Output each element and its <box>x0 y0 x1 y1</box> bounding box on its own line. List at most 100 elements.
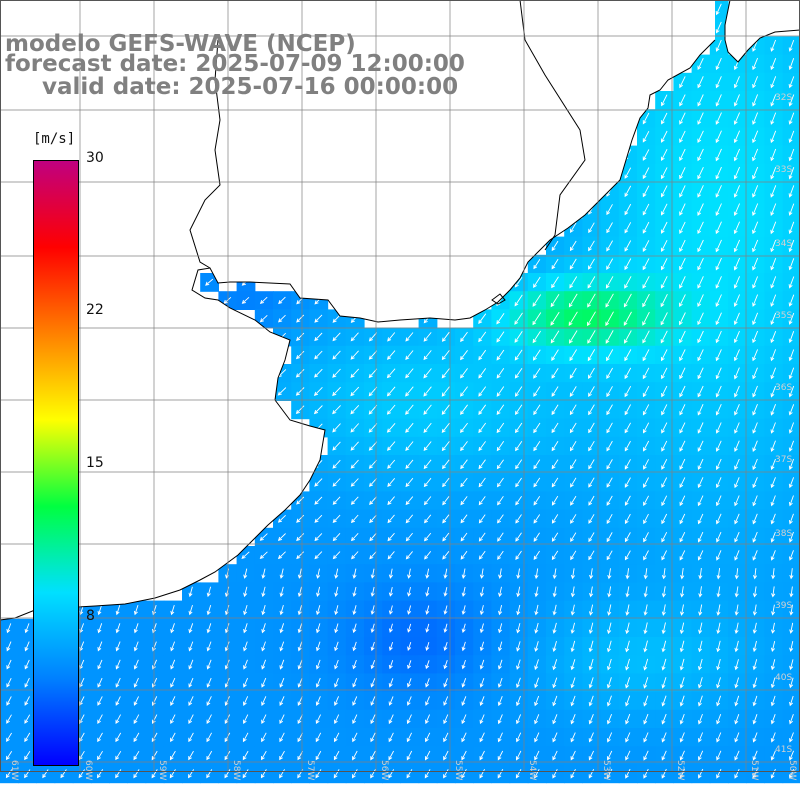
wind-arrow <box>570 714 576 725</box>
wind-arrow <box>442 532 450 542</box>
wind-arrow <box>170 696 176 706</box>
wind-arrow <box>715 477 722 489</box>
wind-arrow <box>461 586 466 597</box>
wind-arrow <box>679 203 686 216</box>
wind-arrow <box>551 404 559 416</box>
wind-arrow <box>314 496 323 505</box>
wind-arrow <box>333 714 340 725</box>
longitude-label: 51W <box>749 760 759 780</box>
wind-arrow <box>697 330 704 344</box>
wind-arrow <box>569 330 578 344</box>
wind-arrow <box>514 331 523 343</box>
wind-arrow <box>461 732 467 743</box>
wind-arrow <box>332 350 341 360</box>
wind-arrow <box>606 750 613 761</box>
wind-arrow <box>606 732 613 743</box>
wind-arrow <box>697 477 704 489</box>
model-title: modelo GEFS-WAVE (NCEP) <box>5 31 356 57</box>
wind-arrow <box>425 696 430 706</box>
wind-arrow <box>788 294 795 307</box>
wind-arrow <box>625 732 631 743</box>
wind-arrow <box>606 550 613 561</box>
wind-arrow <box>133 659 139 670</box>
wind-arrow <box>368 459 378 469</box>
wind-arrow <box>643 513 649 525</box>
wind-arrow <box>643 677 649 689</box>
wind-arrow <box>496 331 505 343</box>
wind-arrow <box>478 422 487 434</box>
wind-arrow <box>752 112 759 125</box>
wind-arrow <box>716 604 721 616</box>
wind-arrow <box>661 495 668 507</box>
wind-arrow <box>387 332 396 342</box>
wind-arrow <box>441 441 450 452</box>
wind-arrow <box>715 422 722 434</box>
wind-arrow <box>679 658 685 671</box>
wind-arrow <box>697 367 704 380</box>
wind-arrow <box>625 677 631 689</box>
wind-arrow <box>388 641 394 652</box>
wind-arrow <box>752 166 759 180</box>
wind-arrow <box>715 330 722 344</box>
wind-arrow <box>588 440 595 452</box>
wind-arrow <box>587 349 596 362</box>
wind-arrow <box>643 713 649 725</box>
wind-arrow <box>570 495 577 506</box>
wind-arrow <box>206 604 212 616</box>
wind-arrow <box>679 130 686 143</box>
wind-arrow <box>643 495 649 507</box>
lagoon-outline <box>724 0 800 63</box>
wind-arrow <box>369 496 377 506</box>
wind-arrow <box>479 659 485 670</box>
wind-arrow <box>697 458 704 470</box>
wind-arrow <box>297 641 303 652</box>
wind-arrow <box>6 696 12 706</box>
wind-arrow <box>661 622 666 635</box>
wind-arrow <box>642 185 650 198</box>
wind-arrow <box>698 586 703 598</box>
wind-arrow <box>188 696 194 706</box>
wind-arrow <box>752 513 758 525</box>
wind-arrow <box>295 405 305 414</box>
wind-arrow <box>605 311 614 327</box>
wind-arrow <box>606 240 613 252</box>
wind-arrow <box>752 349 759 362</box>
wind-arrow <box>478 550 486 560</box>
wind-arrow <box>770 732 776 743</box>
wind-arrow <box>770 714 776 725</box>
wind-arrow <box>642 258 650 271</box>
wind-arrow <box>770 76 777 89</box>
wind-arrow <box>460 368 468 379</box>
wind-arrow <box>405 422 414 433</box>
wind-arrow <box>734 604 739 616</box>
wind-arrow <box>313 386 323 396</box>
wind-arrow <box>387 459 396 469</box>
wind-arrow <box>697 750 704 761</box>
wind-arrow <box>752 568 758 580</box>
wind-arrow <box>588 695 594 707</box>
wind-arrow <box>388 660 394 670</box>
wind-arrow <box>534 586 539 598</box>
wind-arrow <box>752 714 758 725</box>
wind-arrow <box>425 568 430 579</box>
wind-arrow <box>115 750 122 761</box>
wind-arrow <box>350 514 359 524</box>
wind-arrow <box>660 258 668 271</box>
wind-arrow <box>297 659 303 670</box>
wind-arrow <box>788 221 795 235</box>
wind-arrow <box>352 732 358 743</box>
wind-arrow <box>752 94 759 107</box>
wind-arrow <box>350 441 359 451</box>
wind-arrow <box>334 623 339 634</box>
wind-arrow <box>152 659 158 670</box>
wind-arrow <box>496 404 505 415</box>
wind-arrow <box>643 640 648 653</box>
wind-arrow <box>24 641 30 652</box>
wind-arrow <box>425 660 430 670</box>
wind-arrow <box>115 696 121 706</box>
wind-arrow <box>441 422 450 434</box>
wind-arrow <box>770 404 777 416</box>
wind-arrow <box>533 422 541 434</box>
wind-arrow <box>423 350 432 361</box>
wind-arrow <box>478 441 486 452</box>
